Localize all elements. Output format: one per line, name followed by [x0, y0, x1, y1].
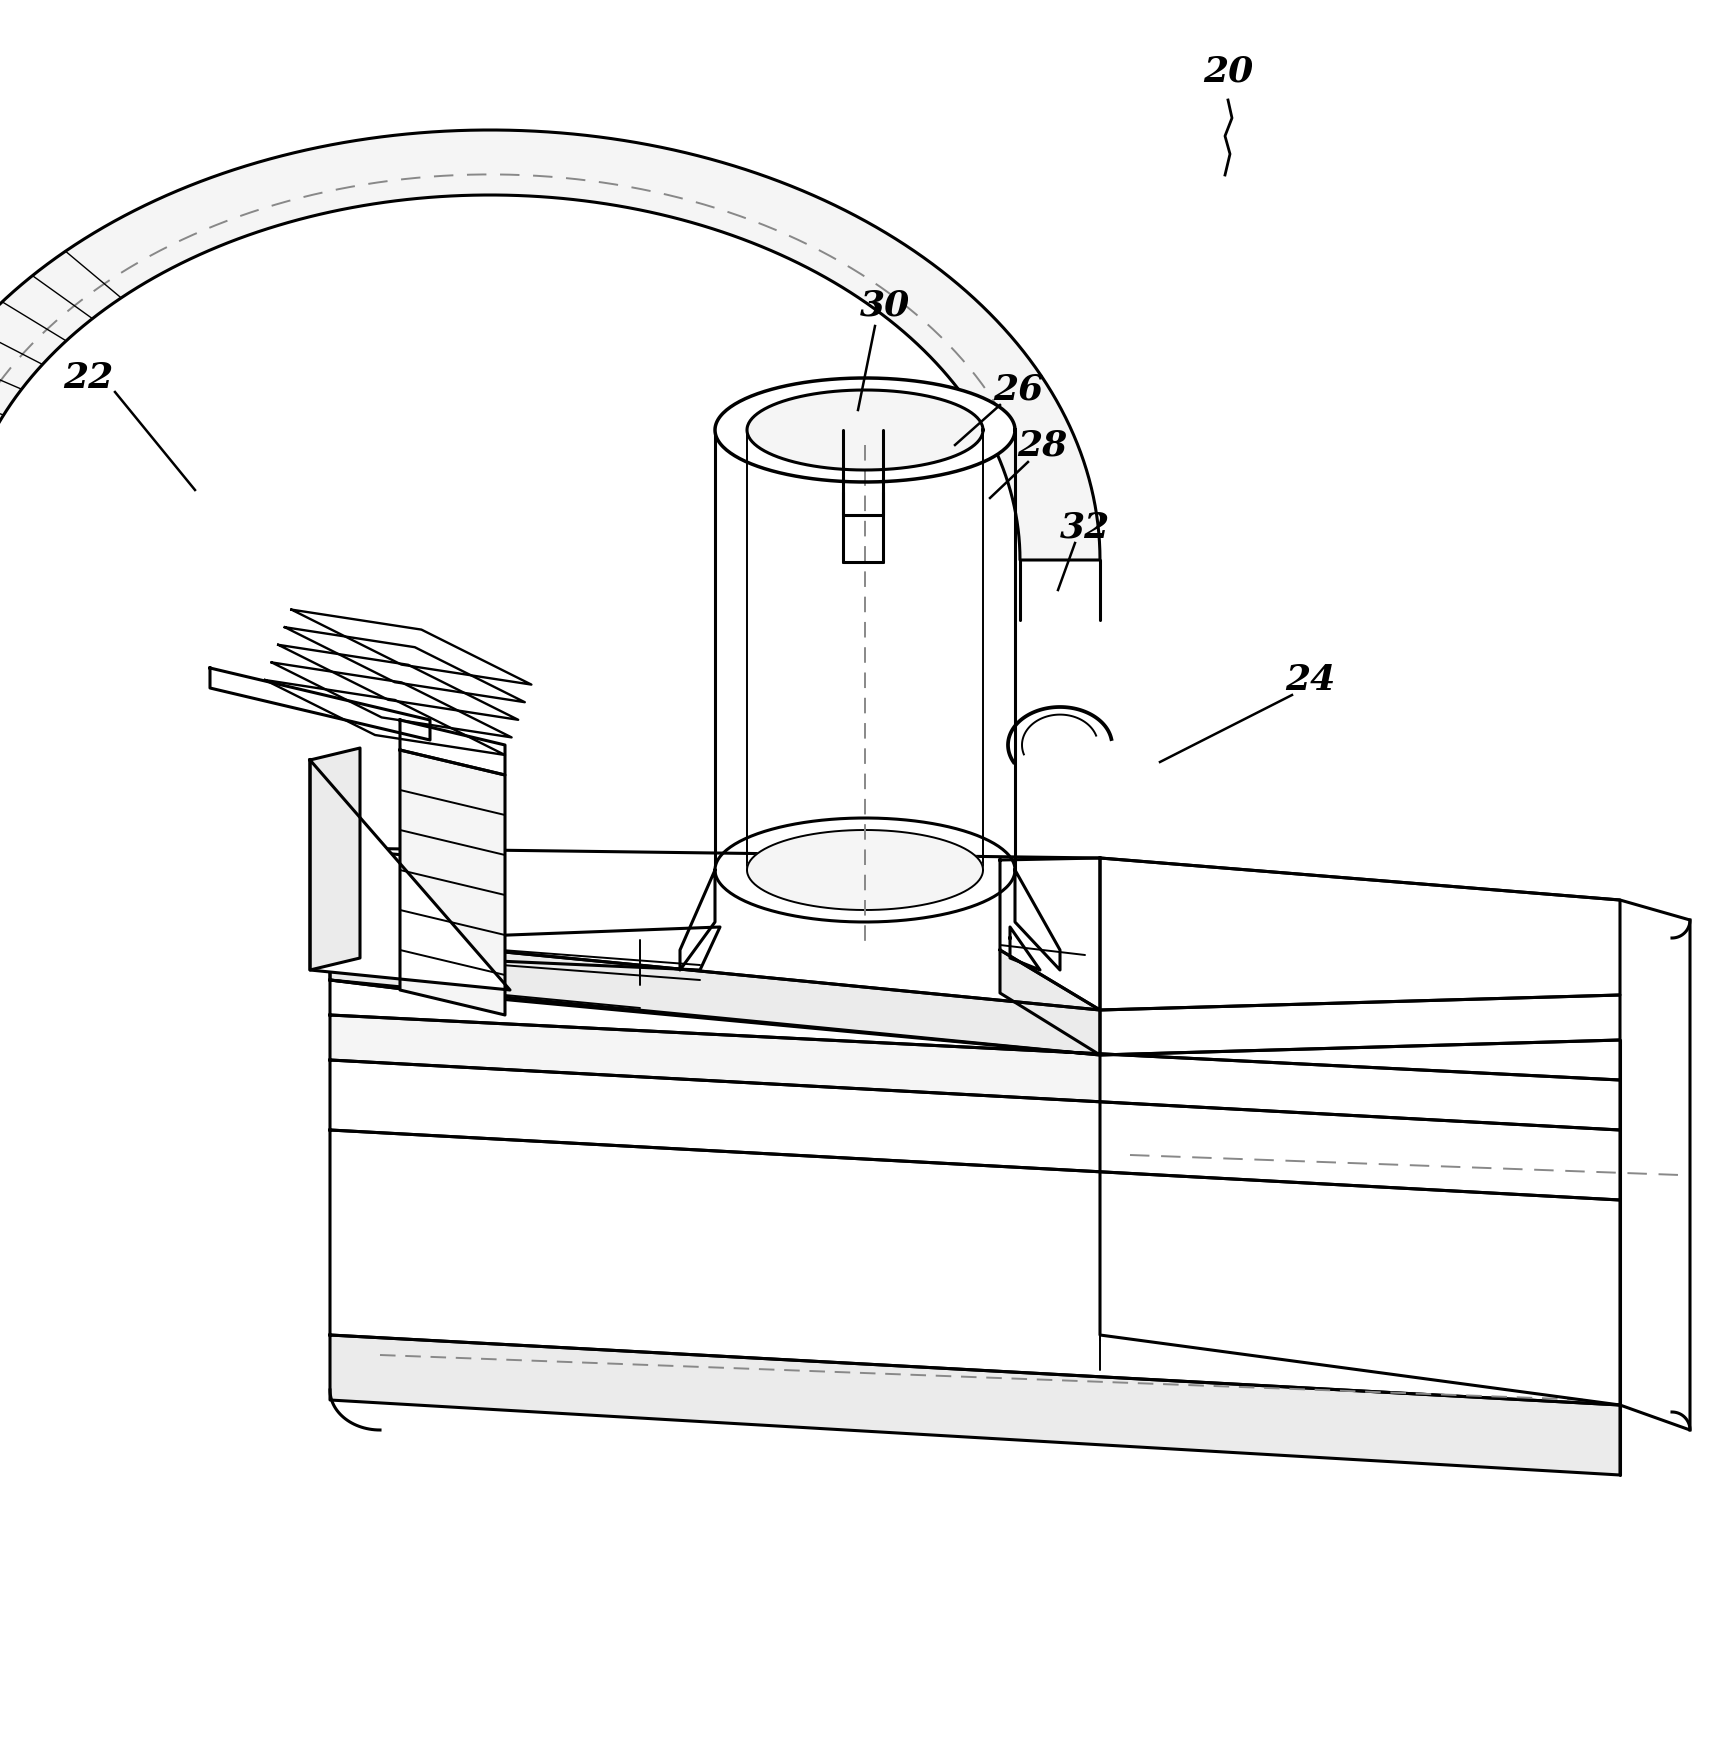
Polygon shape — [1014, 870, 1059, 970]
Polygon shape — [680, 870, 714, 970]
Polygon shape — [330, 935, 1619, 1055]
Polygon shape — [209, 667, 429, 740]
Polygon shape — [747, 829, 983, 910]
Polygon shape — [279, 645, 517, 720]
Text: 26: 26 — [993, 373, 1043, 407]
Polygon shape — [330, 849, 434, 947]
Polygon shape — [1000, 858, 1099, 1011]
Text: 20: 20 — [1202, 55, 1253, 90]
Polygon shape — [747, 389, 983, 470]
Polygon shape — [1099, 858, 1688, 1430]
Polygon shape — [310, 761, 510, 990]
Polygon shape — [714, 379, 1014, 483]
Polygon shape — [330, 1060, 1619, 1199]
Text: 32: 32 — [1059, 511, 1109, 544]
Text: 24: 24 — [1284, 662, 1334, 697]
Polygon shape — [400, 720, 505, 775]
Polygon shape — [272, 662, 512, 738]
Text: 30: 30 — [860, 289, 910, 322]
Polygon shape — [330, 935, 434, 993]
Polygon shape — [0, 130, 1099, 560]
Polygon shape — [714, 819, 1014, 923]
Polygon shape — [400, 750, 505, 1014]
Text: 22: 22 — [62, 361, 112, 394]
Polygon shape — [285, 627, 524, 703]
Polygon shape — [291, 609, 531, 685]
Text: 28: 28 — [1016, 428, 1066, 461]
Polygon shape — [330, 849, 1619, 1011]
Polygon shape — [310, 748, 360, 970]
Polygon shape — [330, 1014, 1619, 1131]
Polygon shape — [265, 680, 505, 755]
Polygon shape — [330, 1131, 1619, 1405]
Polygon shape — [330, 981, 1619, 1079]
Polygon shape — [330, 1335, 1619, 1476]
Polygon shape — [1000, 949, 1099, 1055]
